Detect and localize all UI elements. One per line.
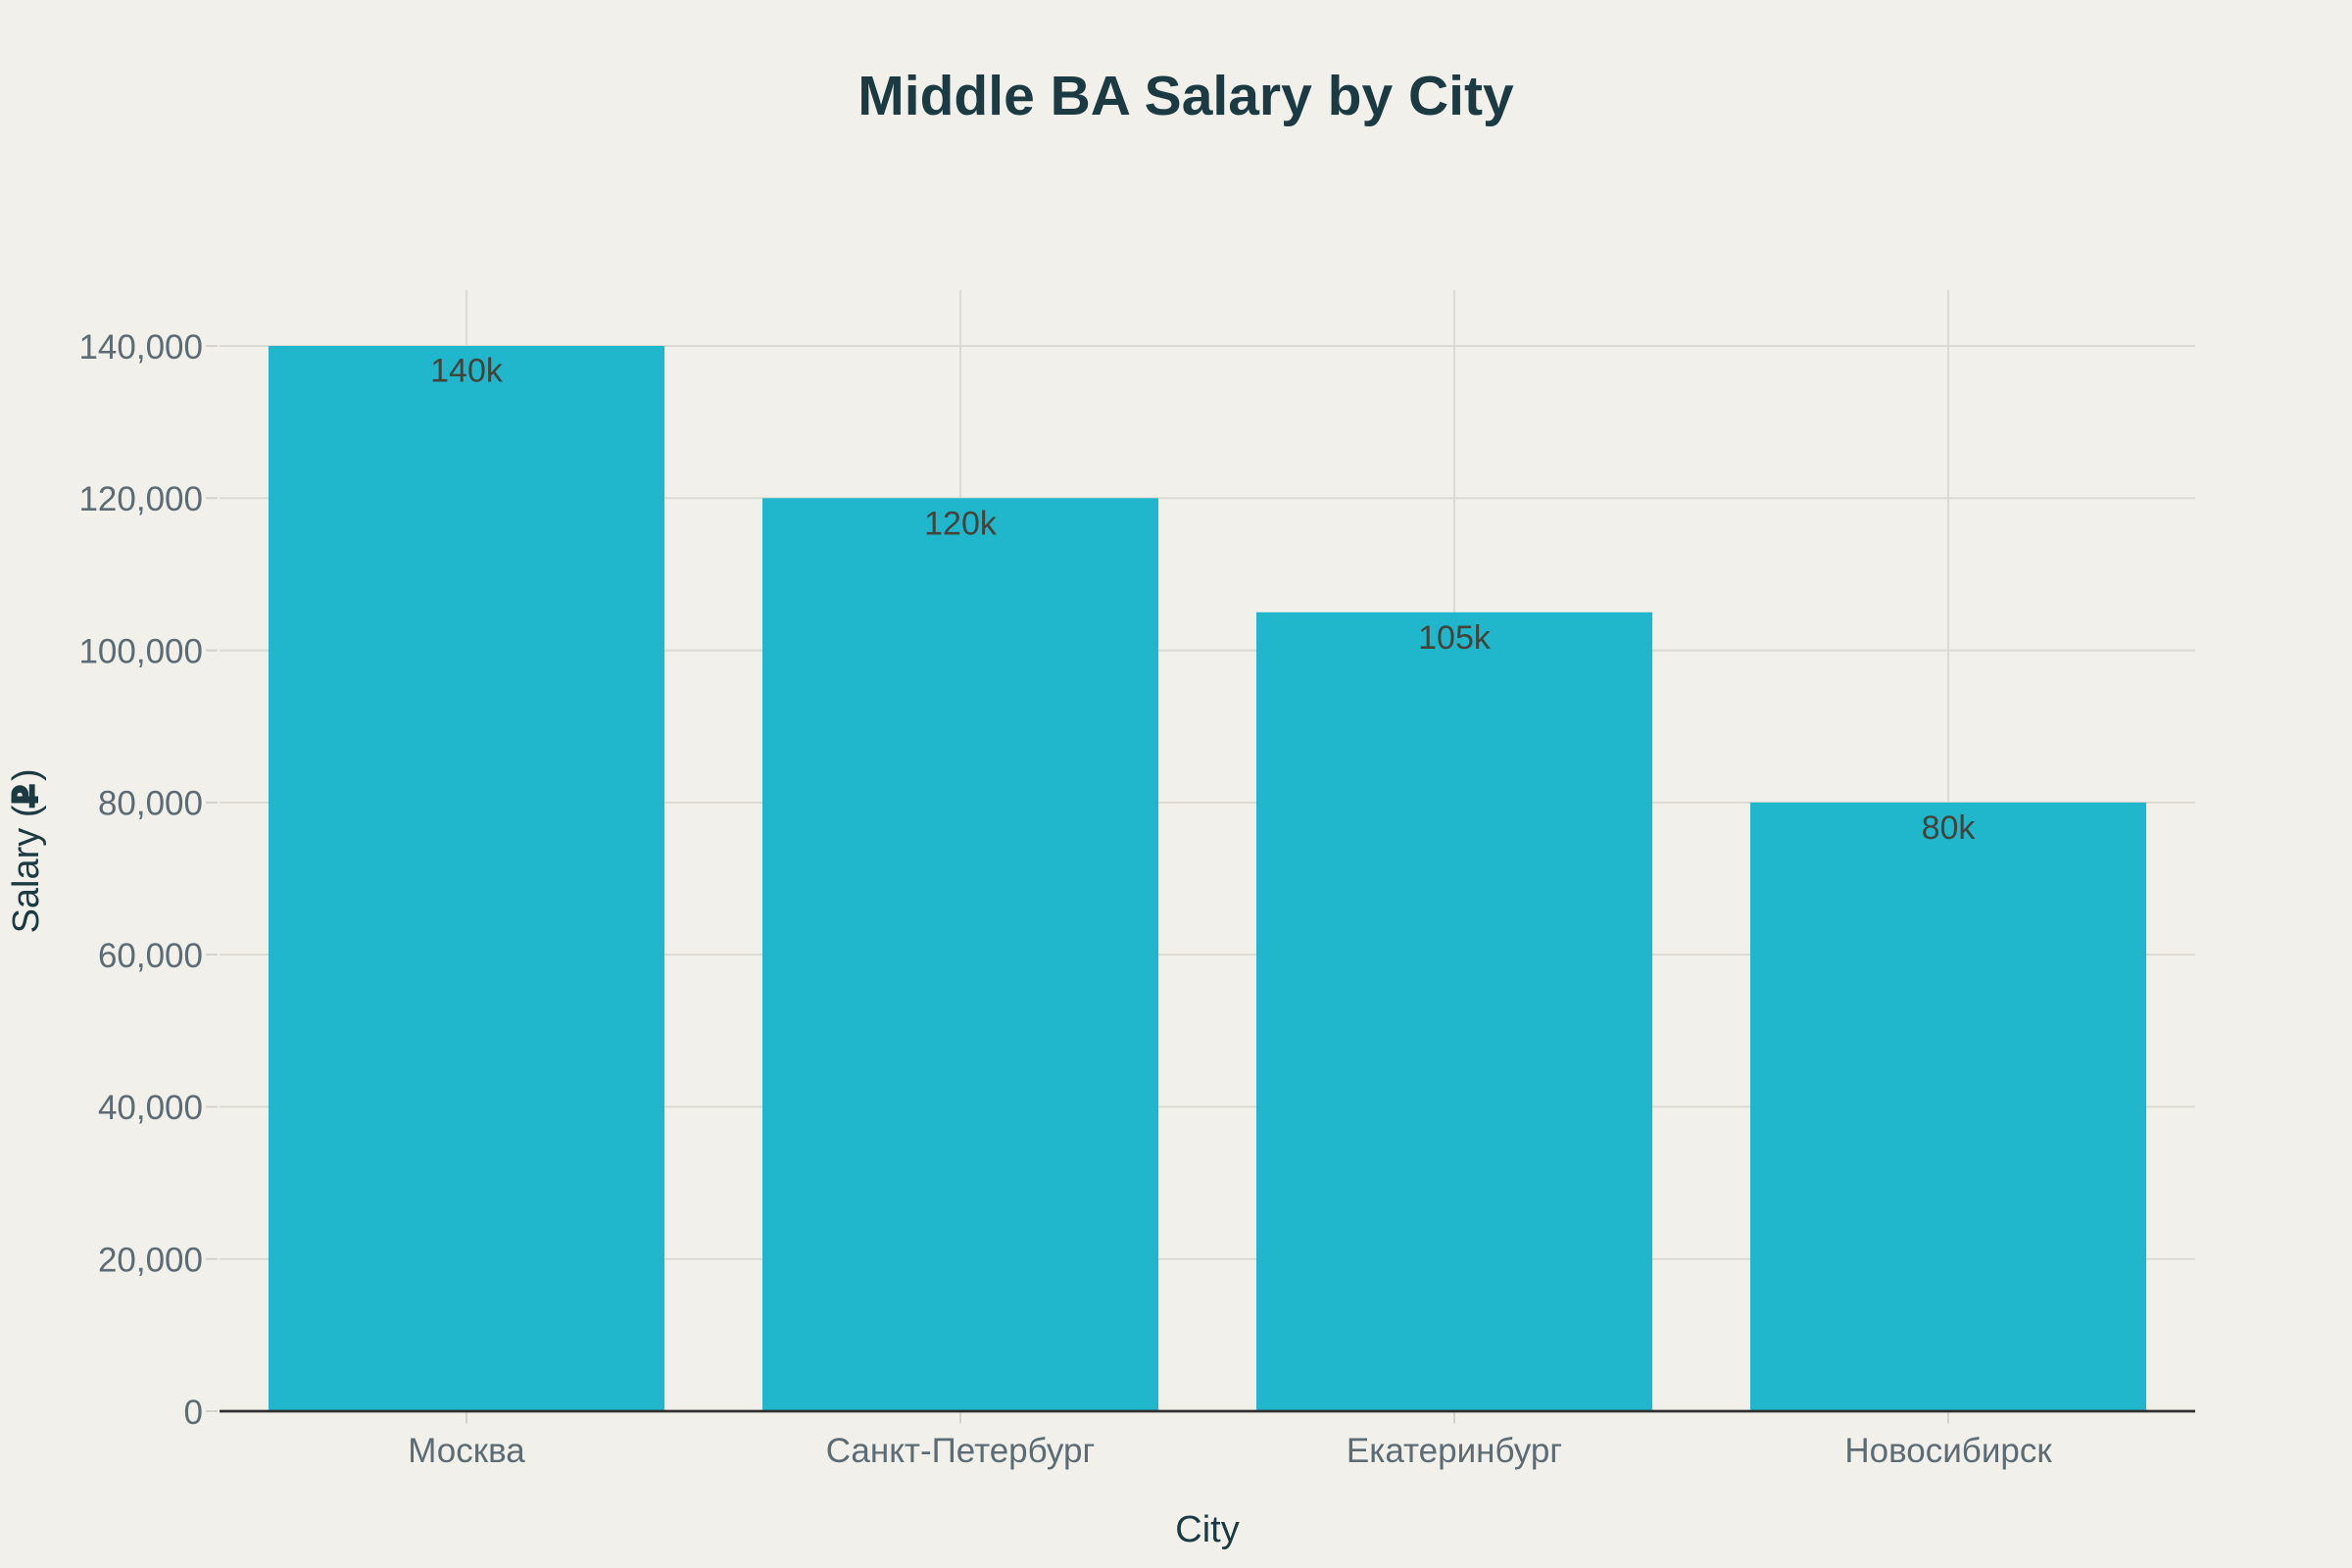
- svg-text:105k: 105k: [1418, 619, 1492, 657]
- svg-text:Москва: Москва: [408, 1432, 525, 1470]
- svg-text:20,000: 20,000: [98, 1241, 203, 1279]
- svg-text:Middle BA Salary by City: Middle BA Salary by City: [858, 65, 1514, 127]
- svg-text:100,000: 100,000: [78, 632, 203, 670]
- svg-text:Новосибирск: Новосибирск: [1844, 1432, 2052, 1470]
- svg-text:Екатеринбург: Екатеринбург: [1347, 1432, 1562, 1470]
- svg-text:Санкт-Петербург: Санкт-Петербург: [826, 1432, 1096, 1470]
- svg-text:0: 0: [184, 1394, 203, 1432]
- svg-text:40,000: 40,000: [98, 1089, 203, 1127]
- svg-text:): ): [6, 768, 47, 781]
- svg-text:City: City: [1175, 1509, 1239, 1550]
- svg-text:120k: 120k: [924, 505, 998, 542]
- svg-text:80,000: 80,000: [98, 785, 203, 823]
- svg-text:140k: 140k: [430, 353, 504, 390]
- svg-text:120,000: 120,000: [78, 480, 203, 518]
- svg-text:140,000: 140,000: [78, 328, 203, 367]
- svg-text:80k: 80k: [1922, 809, 1977, 847]
- svg-text:Salary (: Salary (: [6, 805, 47, 933]
- svg-text:60,000: 60,000: [98, 937, 203, 975]
